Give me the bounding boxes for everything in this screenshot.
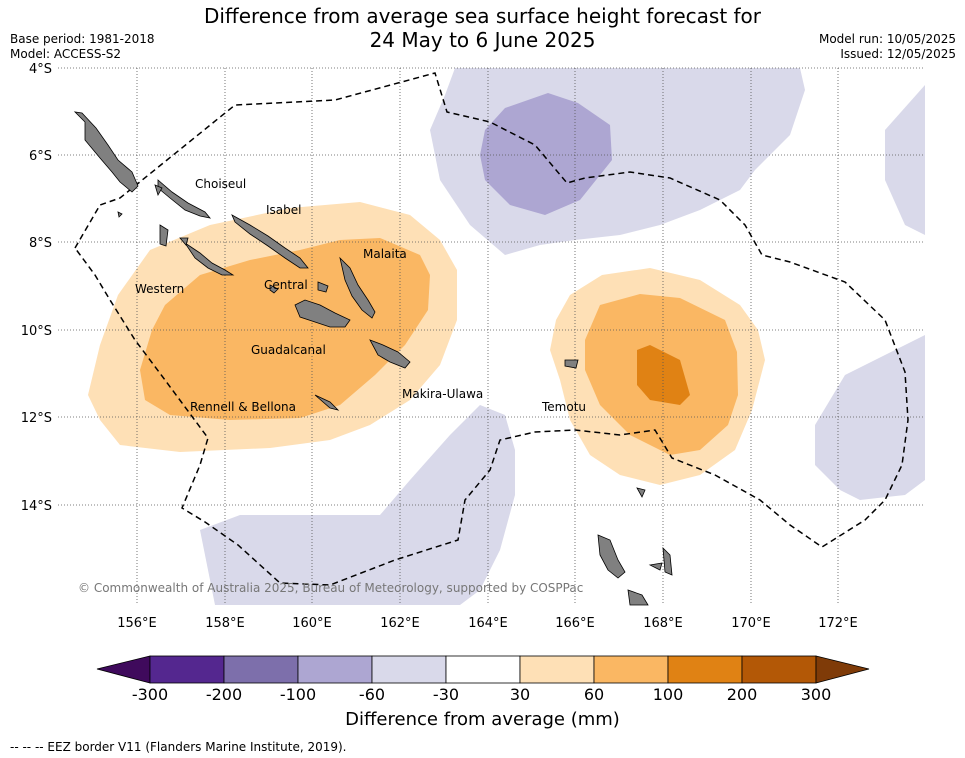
colorbar-high-extend (815, 655, 870, 684)
label-choiseul: Choiseul (195, 177, 246, 191)
colorbar-tick: -30 (432, 685, 460, 704)
lon-label: 156°E (117, 616, 157, 631)
solomon-islands-landmasses (73, 111, 673, 606)
colorbar-segment (149, 655, 225, 684)
lon-label: 164°E (468, 616, 508, 631)
colorbar-tick: 200 (726, 685, 758, 704)
label-isabel: Isabel (266, 203, 301, 217)
eez-footnote: -- -- -- EEZ border V11 (Flanders Marine… (10, 740, 347, 754)
colorbar-tick: -100 (279, 685, 317, 704)
map-gridlines (58, 67, 925, 605)
colorbar-segment (741, 655, 817, 684)
colorbar-segment (445, 655, 521, 684)
chart-title-line2: 24 May to 6 June 2025 (369, 28, 596, 52)
base-period: Base period: 1981-2018 (10, 32, 155, 46)
colorbar-segment (297, 655, 373, 684)
lon-label: 162°E (380, 616, 420, 631)
colorbar-tick: -200 (205, 685, 243, 704)
colorbar-tick: -300 (131, 685, 169, 704)
label-temotu: Temotu (541, 400, 586, 414)
colorbar (96, 655, 870, 684)
lat-label: 12°S (21, 411, 52, 426)
colorbar-label: Difference from average (mm) (345, 709, 620, 730)
lon-label: 168°E (643, 616, 683, 631)
province-labels: Choiseul Isabel Malaita Western Central … (135, 177, 586, 414)
model-run: Model run: 10/05/2025 (818, 32, 956, 46)
model-name: Model: ACCESS-S2 (10, 47, 122, 61)
lat-label: 14°S (21, 499, 52, 514)
copyright-notice: © Commonwealth of Australia 2025, Bureau… (78, 581, 583, 595)
lon-label: 172°E (818, 616, 858, 631)
label-makira-ulawa: Makira-Ulawa (402, 387, 483, 401)
label-rennell-bellona: Rennell & Bellona (190, 400, 296, 414)
label-guadalcanal: Guadalcanal (251, 343, 326, 357)
colorbar-low-extend (96, 655, 151, 684)
sea-level-map: Choiseul Isabel Malaita Western Central … (21, 62, 925, 631)
negative-anomaly-areas (200, 68, 925, 605)
colorbar-segment (667, 655, 743, 684)
lat-label: 4°S (29, 62, 52, 77)
lon-label: 170°E (731, 616, 771, 631)
lon-label: 158°E (205, 616, 245, 631)
colorbar-segment (371, 655, 447, 684)
colorbar-tick: 30 (509, 685, 531, 704)
eez-border (74, 72, 909, 586)
lat-label: 8°S (29, 236, 52, 251)
colorbar-tick: 60 (583, 685, 605, 704)
label-western: Western (135, 282, 184, 296)
label-malaita: Malaita (363, 247, 407, 261)
positive-anomaly-areas (88, 202, 765, 485)
colorbar-segment (223, 655, 299, 684)
colorbar-tick: -60 (358, 685, 386, 704)
longitude-labels: 156°E 158°E 160°E 162°E 164°E 166°E 168°… (117, 616, 858, 631)
colorbar-tick: 100 (652, 685, 684, 704)
lon-label: 160°E (292, 616, 332, 631)
latitude-labels: 4°S 6°S 8°S 10°S 12°S 14°S (21, 62, 52, 514)
colorbar-tick: 300 (800, 685, 832, 704)
colorbar-segment (593, 655, 669, 684)
lat-label: 6°S (29, 149, 52, 164)
lat-label: 10°S (21, 324, 52, 339)
issued-date: Issued: 12/05/2025 (840, 47, 956, 61)
chart-title-line1: Difference from average sea surface heig… (203, 4, 762, 28)
label-central: Central (264, 278, 308, 292)
lon-label: 166°E (555, 616, 595, 631)
colorbar-segment (519, 655, 595, 684)
